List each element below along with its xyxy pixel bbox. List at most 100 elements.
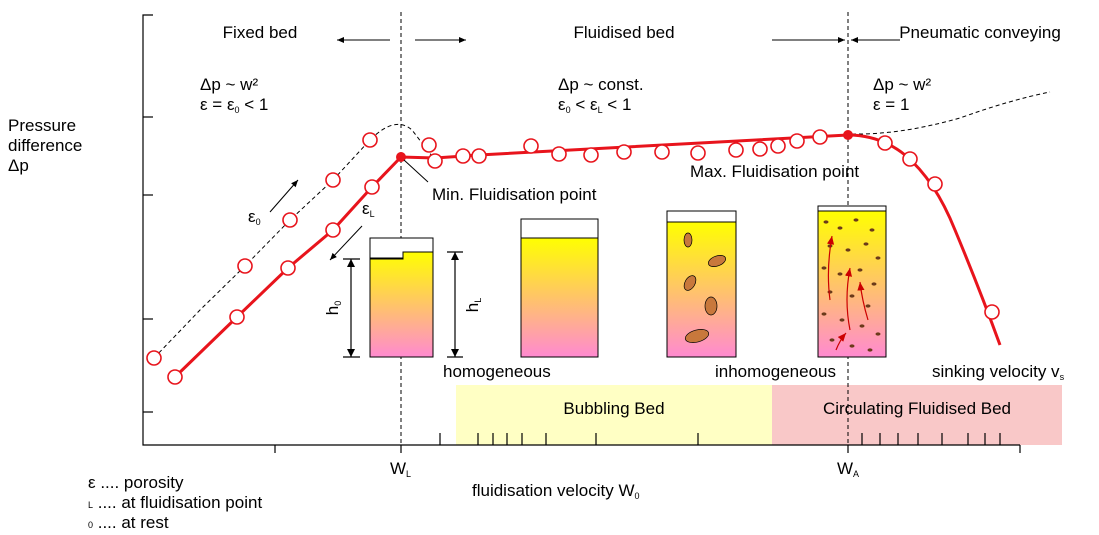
condition: ε0 < εL < 1 — [558, 95, 631, 115]
data-point-part — [422, 138, 436, 152]
subscript: 0 — [333, 301, 343, 306]
condition-part: ε = ε — [200, 95, 235, 114]
legend-entry: ε .... porosity — [88, 473, 184, 492]
symbol: h — [323, 306, 342, 315]
condition-part: < ε — [571, 95, 598, 114]
data-point-part — [168, 370, 182, 384]
data-point-part — [771, 139, 785, 153]
data-point-part — [790, 134, 804, 148]
data-point-part — [753, 142, 767, 156]
vessel-part-part — [872, 282, 877, 285]
x-mark-label: WL — [390, 459, 411, 479]
data-point-part — [365, 180, 379, 194]
vessel-part-part — [850, 344, 855, 347]
data-point-part — [843, 130, 853, 140]
data-point-part — [903, 152, 917, 166]
subscript: A — [853, 469, 859, 479]
y-axis-label: difference — [8, 136, 82, 155]
vessel-part-part — [822, 266, 827, 269]
vessel-part — [370, 252, 433, 357]
symbol: W — [837, 459, 853, 478]
vessel-part-part — [876, 256, 881, 259]
condition-part: < 1 — [603, 95, 632, 114]
vessel-part-part — [822, 312, 827, 315]
vessel-part-part — [858, 268, 863, 271]
subscript: 0 — [635, 491, 640, 501]
vessel-part-part — [868, 348, 873, 351]
vessel — [818, 206, 886, 357]
legend-entry: 0 .... at rest — [88, 513, 169, 532]
text: fluidisation velocity W — [472, 481, 635, 500]
vessel-part-part — [850, 294, 855, 297]
vessel-part-part — [824, 220, 829, 223]
symbol: h — [463, 303, 482, 312]
band-label: Circulating Fluidised Bed — [823, 399, 1011, 418]
sinking-label: sinking velocity vs — [932, 362, 1065, 382]
data-point-part — [326, 223, 340, 237]
vessel-part-part — [684, 233, 692, 247]
vessel-part-part — [840, 318, 845, 321]
subscript: L — [370, 209, 375, 219]
vessel — [667, 211, 736, 357]
data-point-part — [363, 133, 377, 147]
vessel-part-part — [860, 324, 865, 327]
text: .... porosity — [96, 473, 184, 492]
data-point-part — [985, 305, 999, 319]
data-point-part — [552, 147, 566, 161]
region-name: Pneumatic conveying — [899, 23, 1061, 42]
state-label: inhomogeneous — [715, 362, 836, 381]
data-point-part — [472, 149, 486, 163]
law: Δp ~ w² — [200, 75, 258, 94]
x-axis-label: fluidisation velocity W0 — [472, 481, 640, 501]
arrows-part — [270, 180, 298, 212]
data-point-part — [147, 351, 161, 365]
data-point-part — [326, 173, 340, 187]
y-axis-label: Pressure — [8, 116, 76, 135]
data-point-part — [428, 154, 442, 168]
region-name: Fluidised bed — [573, 23, 674, 42]
subscript: s — [1060, 372, 1065, 382]
data-point-part — [456, 149, 470, 163]
vessel-part-part — [846, 248, 851, 251]
y-axis-label: Δp — [8, 156, 29, 175]
condition-part: < 1 — [240, 95, 269, 114]
data-point-part — [813, 130, 827, 144]
subscript: L — [473, 298, 483, 303]
condition: ε = ε0 < 1 — [200, 95, 268, 115]
data-point-part — [691, 146, 705, 160]
text: .... at rest — [93, 513, 169, 532]
data-point-part — [238, 259, 252, 273]
point-label: Max. Fluidisation point — [690, 162, 859, 181]
vessel — [521, 219, 598, 357]
subscript: 0 — [256, 217, 261, 227]
data-point-part — [617, 145, 631, 159]
data-point-part — [524, 139, 538, 153]
data-point-part — [878, 136, 892, 150]
curve-label: ε0 — [248, 207, 261, 227]
law: Δp ~ const. — [558, 75, 644, 94]
diagram: Bubbling Bed Circulating Fluidised Bed F… — [0, 0, 1099, 535]
vessel-part-part — [830, 338, 835, 341]
symbol: W — [390, 459, 406, 478]
data-point-part — [230, 310, 244, 324]
vessel-part-part — [864, 242, 869, 245]
point-label: Min. Fluidisation point — [432, 185, 597, 204]
state-label: homogeneous — [443, 362, 551, 381]
subscript: L — [406, 469, 411, 479]
vessel-part-part — [854, 218, 859, 221]
law: Δp ~ w² — [873, 75, 931, 94]
vessel-part — [521, 238, 598, 357]
data-point-part — [655, 145, 669, 159]
vessel-part-part — [828, 290, 833, 293]
data-point-part — [729, 143, 743, 157]
data-point-part — [281, 261, 295, 275]
data-point-part — [283, 213, 297, 227]
x-mark-label: WA — [837, 459, 859, 479]
region-name: Fixed bed — [223, 23, 298, 42]
height-label: h0 — [323, 301, 343, 315]
vessel-part-part — [866, 304, 871, 307]
vessel-part-part — [870, 228, 875, 231]
text: .... at fluidisation point — [93, 493, 262, 512]
data-point-part — [584, 148, 598, 162]
curve-label: εL — [362, 199, 375, 219]
